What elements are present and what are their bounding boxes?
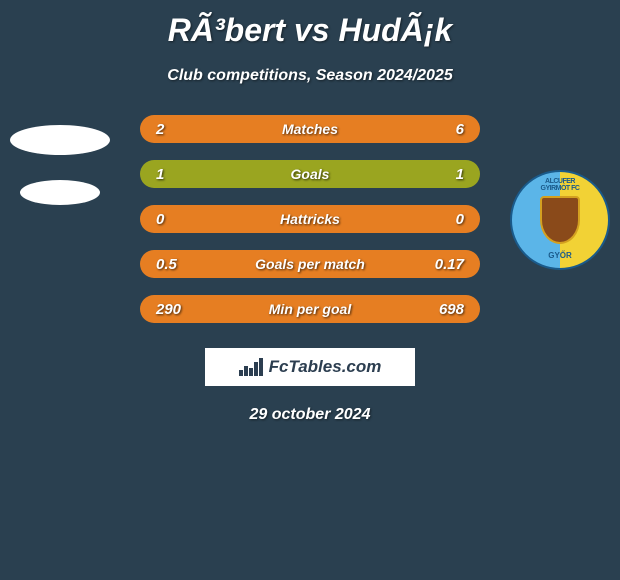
stat-left: 290	[156, 301, 181, 318]
stat-bar-goals: 1 Goals 1	[140, 160, 480, 188]
stats-container: ALCUFER GYIRMÓT FC GYŐR 2 Matches 6 1 Go…	[0, 115, 620, 323]
fctables-logo[interactable]: FcTables.com	[205, 348, 415, 386]
stat-bar-hattricks: 0 Hattricks 0	[140, 205, 480, 233]
stats-bars: 2 Matches 6 1 Goals 1 0 Hattricks 0 0.5 …	[140, 115, 480, 323]
page-title: RÃ³bert vs HudÃ¡k	[0, 0, 620, 49]
bar	[259, 358, 263, 376]
bar	[244, 366, 248, 376]
bar	[254, 362, 258, 376]
bar	[249, 368, 253, 376]
shield-icon	[540, 196, 580, 244]
stat-label: Hattricks	[140, 211, 480, 227]
stat-left: 2	[156, 121, 164, 138]
stat-right: 6	[456, 121, 464, 138]
stat-label: Goals	[140, 166, 480, 182]
stat-right: 0	[456, 211, 464, 228]
fctables-label: FcTables.com	[269, 357, 382, 377]
stat-left: 1	[156, 166, 164, 183]
stat-right: 0.17	[435, 256, 464, 273]
stat-right: 1	[456, 166, 464, 183]
bar	[239, 370, 243, 376]
crest-text-bottom: GYŐR	[512, 251, 608, 260]
stat-label: Min per goal	[140, 301, 480, 317]
subtitle: Club competitions, Season 2024/2025	[0, 67, 620, 85]
crest-badge: ALCUFER GYIRMÓT FC GYŐR	[510, 170, 610, 270]
crest-text-top: ALCUFER GYIRMÓT FC	[512, 178, 608, 192]
crest-left	[10, 115, 110, 215]
stat-label: Goals per match	[140, 256, 480, 272]
ellipse-bottom	[20, 180, 100, 205]
date: 29 october 2024	[0, 406, 620, 424]
stat-left: 0.5	[156, 256, 177, 273]
stat-bar-matches: 2 Matches 6	[140, 115, 480, 143]
stat-bar-gpm: 0.5 Goals per match 0.17	[140, 250, 480, 278]
bar-chart-icon	[239, 358, 263, 376]
stat-left: 0	[156, 211, 164, 228]
stat-label: Matches	[140, 121, 480, 137]
stat-bar-mpg: 290 Min per goal 698	[140, 295, 480, 323]
stat-right: 698	[439, 301, 464, 318]
ellipse-top	[10, 125, 110, 155]
crest-right: ALCUFER GYIRMÓT FC GYŐR	[510, 170, 610, 270]
